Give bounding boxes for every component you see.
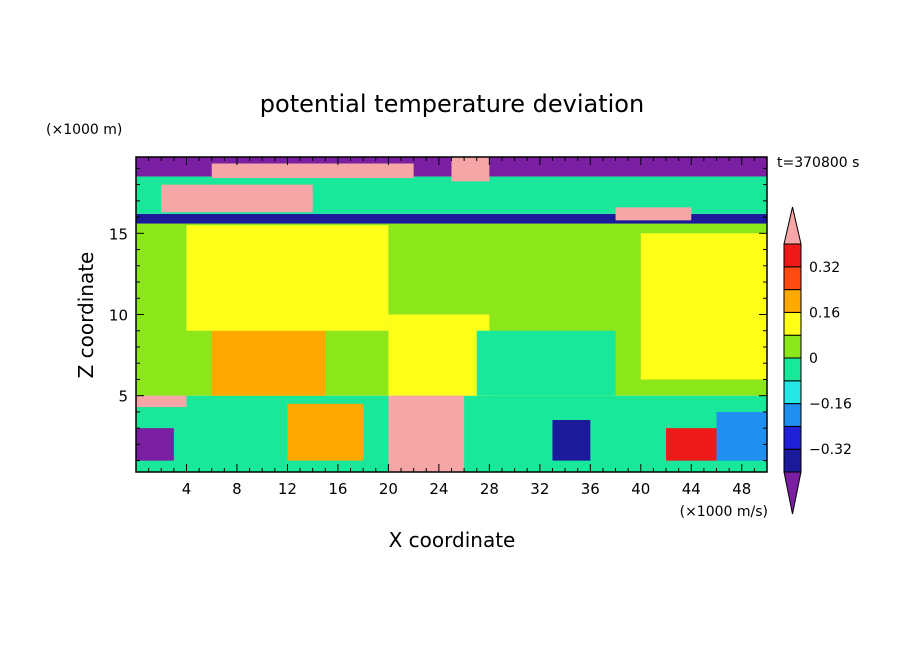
colorbar-label: 0.32 <box>809 260 840 276</box>
colorbar-band <box>783 289 802 313</box>
colorbar-band <box>783 403 802 427</box>
colorbar-label: −0.16 <box>809 397 852 413</box>
field-region-7 <box>136 213 767 224</box>
y-tick-label: 5 <box>118 388 128 406</box>
y-unit-label: (×1000 m) <box>46 122 122 138</box>
field-region-16 <box>716 411 767 461</box>
x-tick-label: 36 <box>581 480 600 498</box>
colorbar-label: 0 <box>809 351 818 367</box>
y-tick-label: 10 <box>109 307 128 325</box>
field-region-6 <box>186 225 389 331</box>
x-tick-label: 20 <box>379 480 398 498</box>
colorbar-band <box>783 266 802 291</box>
field-region-19 <box>615 207 692 221</box>
x-unit-label: (×1000 m/s) <box>680 504 768 520</box>
x-tick-label: 12 <box>278 480 297 498</box>
field-region-2 <box>211 322 326 396</box>
x-tick-label: 24 <box>429 480 448 498</box>
field-region-14 <box>552 420 591 461</box>
colorbar-band <box>783 243 802 268</box>
y-tick-label: 15 <box>109 225 128 243</box>
y-axis-label: Z coordinate <box>74 252 98 379</box>
x-tick-label: 4 <box>182 480 192 498</box>
time-label: t=370800 s <box>777 155 859 171</box>
field-region-11 <box>287 403 364 461</box>
y-axis: 5 10 15 <box>109 167 767 462</box>
x-tick-label: 16 <box>328 480 347 498</box>
x-tick-label: 44 <box>682 480 701 498</box>
x-tick-label: 48 <box>732 480 751 498</box>
chart-title: potential temperature deviation <box>260 90 644 118</box>
x-axis: 4 8 12 16 20 24 28 32 36 40 44 48 <box>148 157 755 498</box>
colorbar-label: −0.32 <box>809 442 852 458</box>
colorbar-max-triangle <box>783 206 802 245</box>
colorbar-min-triangle <box>783 471 802 515</box>
field-region-3 <box>388 314 490 396</box>
colorbar: 0.32 0.16 0 −0.16 −0.32 <box>783 206 852 515</box>
field-region-5 <box>640 233 767 380</box>
colorbar-band <box>783 311 802 336</box>
colorbar-band <box>783 357 802 382</box>
x-tick-label: 32 <box>530 480 549 498</box>
x-tick-label: 8 <box>232 480 242 498</box>
field-region-15 <box>666 428 717 461</box>
field-region-17 <box>161 184 313 213</box>
field-region-10 <box>388 395 465 472</box>
colorbar-label: 0.16 <box>809 305 840 321</box>
contour-field <box>136 157 767 472</box>
colorbar-band <box>783 380 802 405</box>
colorbar-band <box>783 334 802 359</box>
colorbar-band <box>783 425 802 450</box>
x-tick-label: 28 <box>480 480 499 498</box>
field-region-18 <box>451 157 490 182</box>
x-tick-label: 40 <box>631 480 650 498</box>
x-axis-label: X coordinate <box>389 528 516 552</box>
field-region-4 <box>476 330 616 396</box>
field-region-20 <box>211 163 414 179</box>
field-region-13 <box>136 428 174 461</box>
field-region-12 <box>136 395 187 408</box>
colorbar-band <box>783 448 802 473</box>
